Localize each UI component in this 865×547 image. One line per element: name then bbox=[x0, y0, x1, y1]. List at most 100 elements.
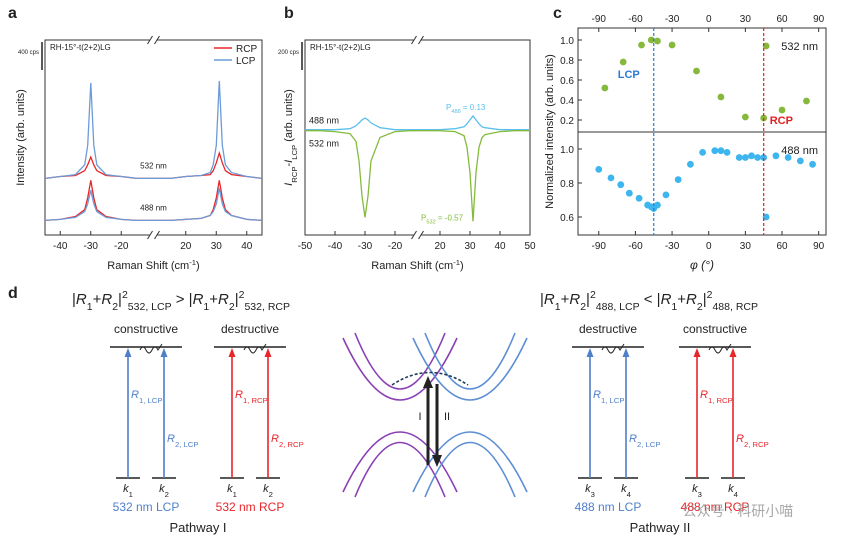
data-point bbox=[735, 154, 743, 161]
data-point bbox=[699, 148, 707, 156]
text-part: | bbox=[586, 291, 590, 308]
x-tick-label: -20 bbox=[388, 241, 403, 252]
text-part: R bbox=[686, 291, 697, 308]
panel-label: a bbox=[8, 5, 17, 22]
curve-label: 488 nm bbox=[140, 203, 167, 212]
text-part: P bbox=[446, 103, 451, 112]
text-part: R bbox=[569, 291, 580, 308]
arrow-label: R2, LCP bbox=[167, 433, 198, 449]
text-part: > | bbox=[172, 291, 193, 308]
data-point bbox=[772, 152, 780, 160]
data-point bbox=[741, 113, 749, 121]
text-part: LCP bbox=[290, 145, 299, 160]
pathway-label: Pathway I bbox=[169, 520, 226, 535]
scheme-caption: 488 nm RCP bbox=[681, 500, 750, 514]
y-tick-label: 0.8 bbox=[560, 56, 574, 67]
k-label: k4 bbox=[728, 483, 739, 499]
text-part: k bbox=[585, 483, 591, 495]
data-point bbox=[784, 154, 792, 161]
data-point bbox=[760, 154, 768, 161]
x-tick-label: 30 bbox=[740, 241, 752, 252]
data-point bbox=[662, 191, 670, 199]
data-point bbox=[717, 147, 725, 155]
band bbox=[354, 441, 446, 498]
x-tick-label-top: 30 bbox=[740, 14, 752, 25]
axis-break bbox=[147, 230, 153, 240]
x-tick-label-top: 90 bbox=[813, 14, 825, 25]
x-tick-label-top: 0 bbox=[706, 14, 712, 25]
x-tick-label: -30 bbox=[665, 241, 680, 252]
x-tick-label: 60 bbox=[776, 241, 788, 252]
x-tick-label: 50 bbox=[524, 241, 536, 252]
text-part: < | bbox=[640, 291, 661, 308]
text-part: | bbox=[540, 291, 544, 308]
text-part: 1, LCP bbox=[601, 396, 625, 405]
data-point bbox=[654, 201, 661, 209]
axis-break bbox=[154, 230, 160, 240]
y-axis-label: IRCP-ILCP (arb. units) bbox=[283, 89, 299, 186]
axis-break bbox=[411, 35, 417, 45]
text-part: | bbox=[72, 291, 76, 308]
arrow-label: R2, RCP bbox=[271, 433, 304, 449]
text-part: 488, RCP bbox=[712, 301, 758, 313]
series-label: 532 nm bbox=[309, 139, 339, 149]
data-line bbox=[305, 114, 530, 131]
text-part: (arb. units) bbox=[283, 89, 295, 145]
data-line bbox=[44, 80, 263, 180]
scale-bar-label: 400 cps bbox=[18, 50, 39, 56]
panel-label: d bbox=[8, 285, 18, 302]
text-part: 1 bbox=[555, 301, 561, 313]
y-tick-label: 1.0 bbox=[560, 36, 574, 47]
data-point bbox=[617, 181, 625, 189]
k-label: k3 bbox=[585, 483, 595, 499]
axis-break bbox=[418, 35, 424, 45]
k-label: k1 bbox=[123, 483, 133, 499]
y-axis-label: Intensity (arb. units) bbox=[15, 89, 27, 186]
x-axis-label: Raman Shift (cm-1) bbox=[107, 258, 199, 273]
x-tick-label: -30 bbox=[358, 241, 373, 252]
annotation: P488 = 0.13 bbox=[446, 103, 486, 115]
formula: |R1+R2|2532, LCP > |R1+R2|2532, RCP bbox=[72, 289, 290, 313]
data-point bbox=[625, 189, 633, 197]
data-line bbox=[44, 188, 263, 222]
band bbox=[424, 441, 516, 498]
band bbox=[424, 332, 516, 390]
text-part: 532, RCP bbox=[244, 301, 290, 313]
data-point bbox=[809, 160, 816, 168]
interference-note: constructive bbox=[683, 322, 747, 336]
text-part: | bbox=[235, 291, 239, 308]
band-diagram bbox=[342, 332, 528, 498]
text-part: 488 bbox=[451, 109, 460, 115]
y-tick-label: 0.2 bbox=[560, 116, 574, 127]
text-part: k bbox=[692, 483, 698, 495]
marker-label: RCP bbox=[770, 115, 793, 127]
arrow-label: R1, LCP bbox=[593, 389, 624, 405]
text-part: R bbox=[700, 389, 708, 401]
band-label: II bbox=[444, 411, 450, 423]
text-part: Intensity (arb. units) bbox=[15, 89, 27, 186]
data-point bbox=[748, 152, 755, 160]
x-tick-label: -60 bbox=[628, 241, 643, 252]
x-tick-label-top: -30 bbox=[665, 14, 680, 25]
data-point bbox=[803, 97, 810, 105]
text-part: | bbox=[118, 291, 122, 308]
text-part: 2, LCP bbox=[175, 440, 199, 449]
text-part: k bbox=[621, 483, 627, 495]
text-part: Raman Shift (cm bbox=[371, 260, 453, 272]
text-part: R bbox=[544, 291, 555, 308]
axis-break-gap bbox=[413, 38, 422, 42]
text-part: R bbox=[76, 291, 87, 308]
data-point bbox=[778, 106, 786, 114]
text-part: 1, RCP bbox=[708, 396, 733, 405]
text-part: 2 bbox=[590, 289, 596, 301]
text-part: P bbox=[421, 213, 426, 222]
k-label: k4 bbox=[621, 483, 632, 499]
text-part: R bbox=[167, 433, 175, 445]
arrow-head bbox=[228, 348, 236, 357]
y-tick-label: 0.8 bbox=[560, 179, 574, 190]
text-part: 3 bbox=[698, 490, 702, 499]
text-part: 532 bbox=[426, 219, 435, 225]
band-label: I bbox=[418, 411, 421, 423]
formula: |R1+R2|2488, LCP < |R1+R2|2488, RCP bbox=[540, 289, 758, 313]
